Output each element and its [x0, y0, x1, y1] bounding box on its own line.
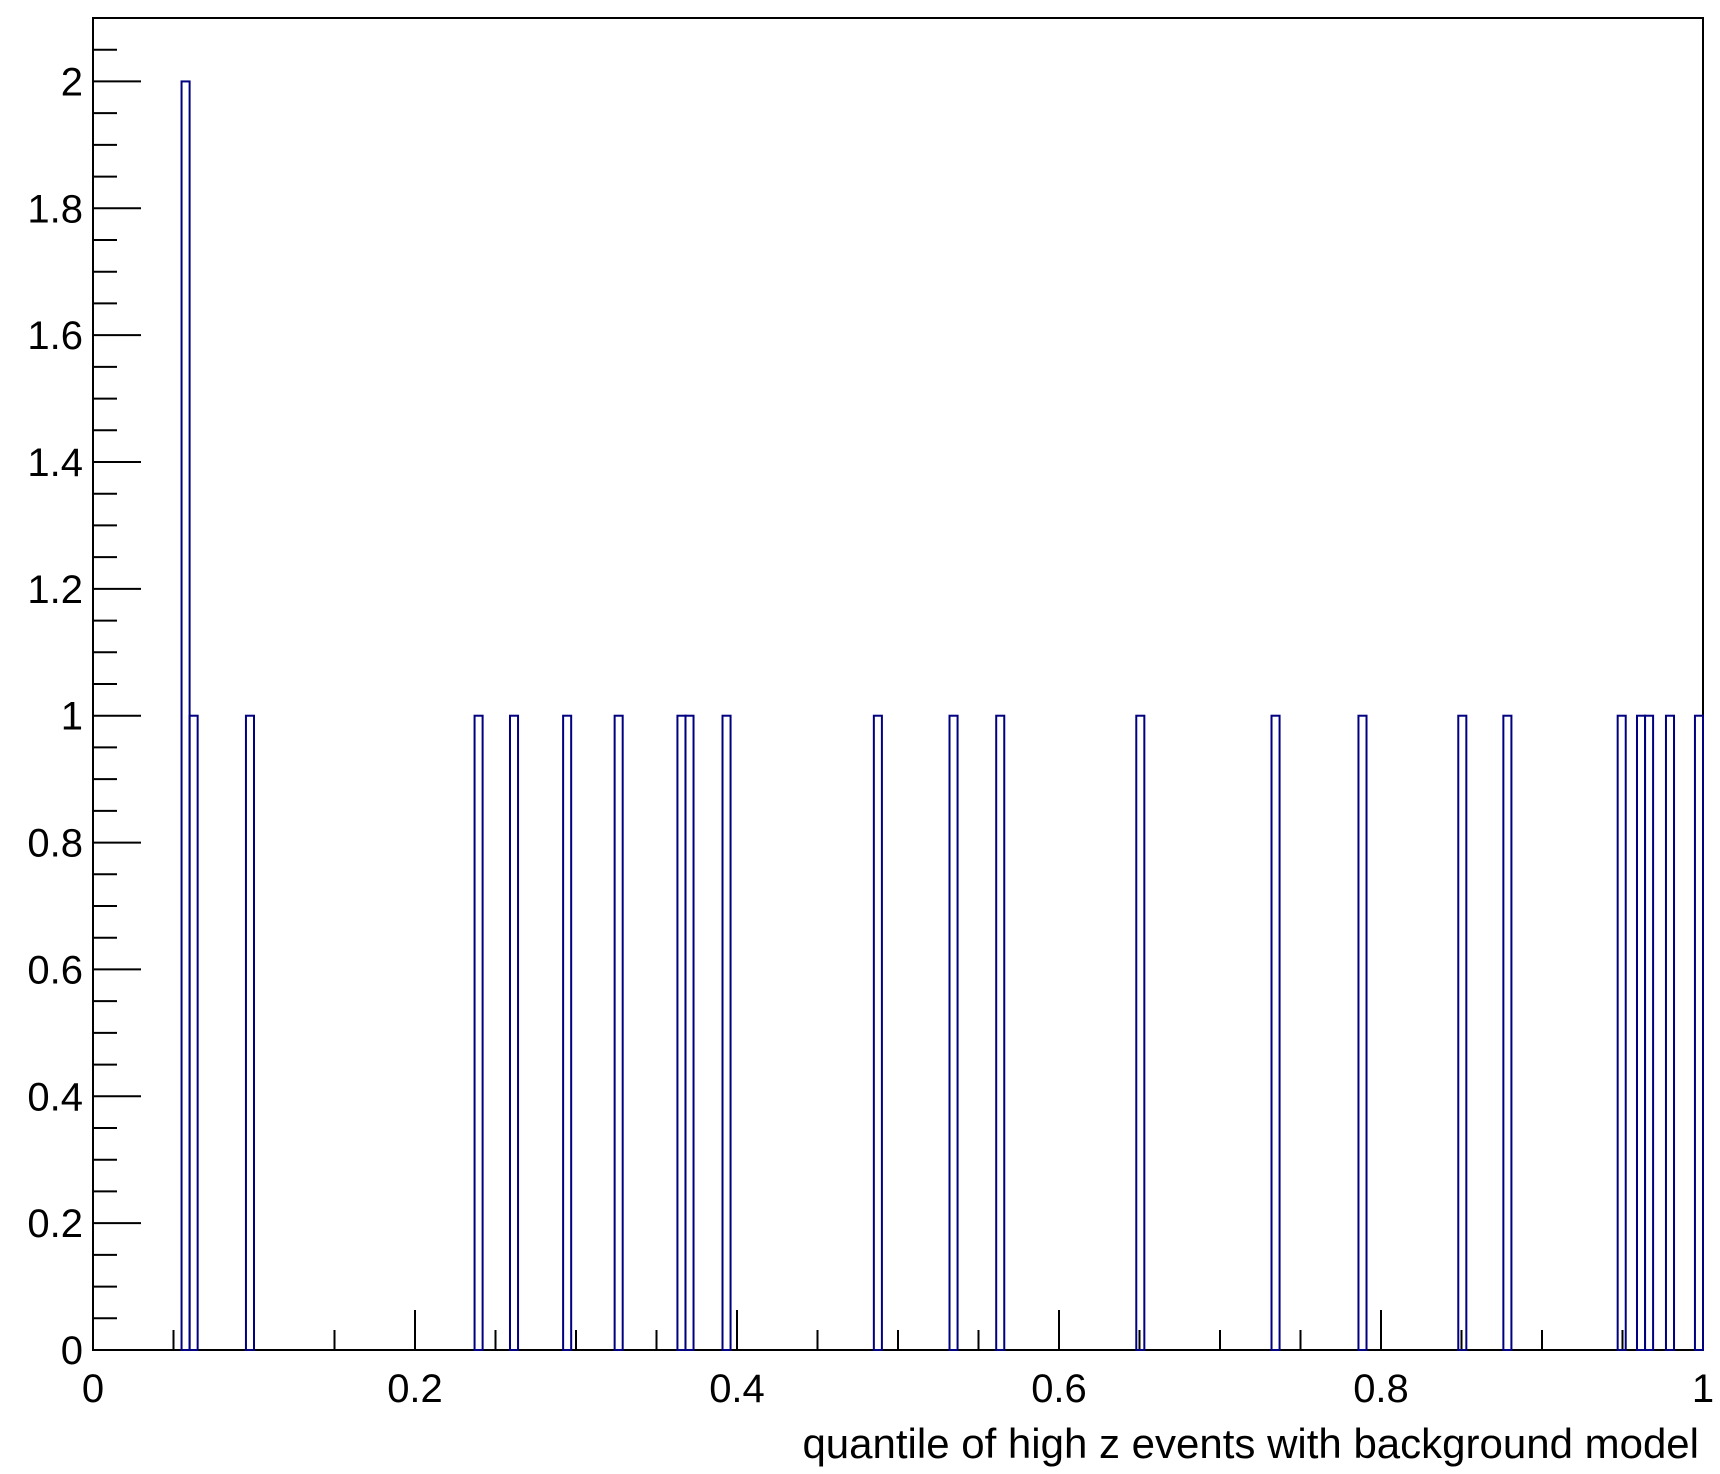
histogram-bar	[995, 714, 1006, 1351]
histogram-bar	[1357, 714, 1368, 1351]
histogram-bar	[244, 714, 255, 1351]
y-tick-label: 0.6	[27, 948, 83, 992]
y-tick-label: 0.4	[27, 1075, 83, 1119]
histogram-bar	[508, 714, 520, 1351]
y-tick-label: 1	[61, 695, 83, 739]
histogram-bar	[1693, 714, 1704, 1351]
histogram-bar	[1502, 714, 1513, 1351]
histogram-bar	[1635, 714, 1647, 1351]
histogram-bar	[1457, 714, 1468, 1351]
histogram-bar	[721, 714, 732, 1351]
histogram-bar	[684, 714, 695, 1351]
x-tick-label: 0.4	[709, 1367, 765, 1411]
y-major-ticks	[93, 80, 141, 1351]
histogram-bar	[676, 714, 687, 1351]
plot-frame	[92, 17, 1704, 1351]
y-tick-label: 2	[61, 60, 83, 104]
histogram-bar	[872, 714, 883, 1351]
y-tick-labels: 0 0.2 0.4 0.6 0.8 1 1.2 1.4 1.6 1.8 2	[27, 60, 83, 1373]
x-tick-label: 0	[82, 1367, 104, 1411]
x-axis-title: quantile of high z events with backgroun…	[802, 1420, 1699, 1467]
histogram-bar	[188, 714, 199, 1351]
histogram-bar	[948, 714, 959, 1351]
histogram-bar	[1616, 714, 1627, 1351]
histogram-bar	[613, 714, 624, 1351]
y-tick-label: 0	[61, 1329, 83, 1373]
y-tick-label: 1.4	[27, 441, 83, 485]
y-tick-label: 0.2	[27, 1202, 83, 1246]
x-minor-ticks	[172, 1330, 1624, 1350]
y-tick-label: 0.8	[27, 822, 83, 866]
x-tick-label: 1	[1692, 1367, 1714, 1411]
y-tick-label: 1.6	[27, 314, 83, 358]
x-tick-label: 0.2	[387, 1367, 443, 1411]
histogram-bar	[1270, 714, 1281, 1351]
x-tick-label: 0.6	[1031, 1367, 1087, 1411]
histogram-bar	[180, 80, 191, 1351]
y-tick-label: 1.2	[27, 568, 83, 612]
histogram-bar	[562, 714, 573, 1351]
histogram-bar	[1135, 714, 1146, 1351]
y-tick-label: 1.8	[27, 187, 83, 231]
x-tick-label: 0.8	[1353, 1367, 1409, 1411]
histogram-bars	[180, 80, 1704, 1351]
x-tick-labels: 0 0.2 0.4 0.6 0.8 1	[82, 1367, 1714, 1411]
histogram-bar	[1644, 714, 1655, 1351]
histogram-bar	[473, 714, 484, 1351]
histogram-bar	[1664, 714, 1676, 1351]
y-minor-ticks	[93, 17, 117, 1320]
